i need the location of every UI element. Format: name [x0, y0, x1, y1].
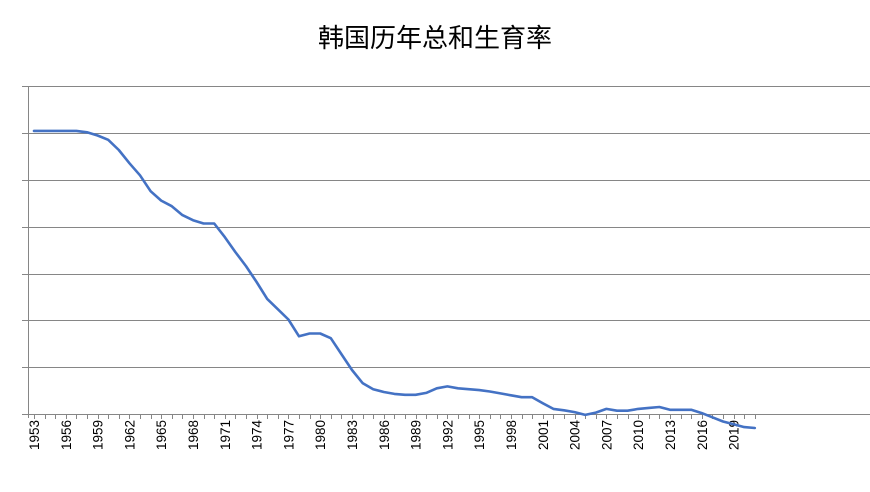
x-tick-label: 2013 [663, 420, 678, 450]
x-tick-label: 1974 [250, 420, 265, 451]
gridlines [22, 86, 870, 418]
x-tick-label: 1995 [472, 420, 487, 450]
x-tick-label: 2016 [695, 420, 710, 450]
x-tick-label: 1962 [122, 420, 137, 450]
x-tick-label: 1959 [91, 420, 106, 450]
x-tick-label: 1968 [186, 420, 201, 450]
x-tick-label: 2010 [631, 420, 646, 450]
x-tick-label: 2019 [727, 420, 742, 450]
x-tick-label: 1989 [409, 420, 424, 450]
x-axis-ticks [34, 414, 756, 419]
x-tick-label: 1983 [345, 420, 360, 450]
x-tick-label: 2007 [599, 420, 614, 450]
x-tick-label: 1986 [377, 420, 392, 450]
x-tick-label: 1998 [504, 420, 519, 450]
x-tick-label: 1965 [154, 420, 169, 450]
x-tick-label: 1953 [27, 420, 42, 450]
series-layer [32, 129, 757, 430]
x-tick-label: 2001 [536, 420, 551, 450]
chart-title: 韩国历年总和生育率 [317, 24, 552, 54]
x-tick-label: 1956 [59, 420, 74, 450]
x-tick-label: 1980 [313, 420, 328, 450]
x-tick-label: 2004 [568, 420, 583, 451]
x-tick-label: 1971 [218, 420, 233, 450]
x-axis-tick-labels: 1953 1956 1959 1962 1965 1968 1971 1974 1977 1980… [27, 420, 742, 451]
x-tick-label: 1977 [281, 420, 296, 450]
x-tick-label: 1992 [440, 420, 455, 450]
series-line [32, 129, 757, 430]
